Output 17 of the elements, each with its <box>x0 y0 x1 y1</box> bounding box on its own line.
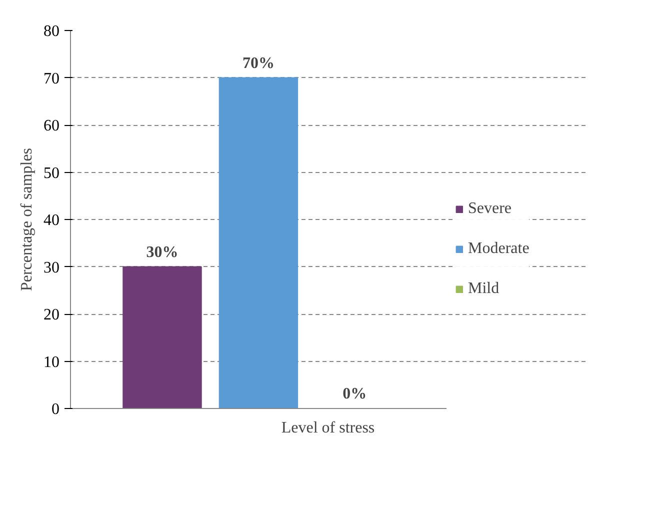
y-tick-label: 0 <box>52 401 60 418</box>
y-tick-label: 60 <box>44 118 60 134</box>
legend-label: Mild <box>468 280 500 298</box>
legend-label: Severe <box>468 200 512 218</box>
data-label: 70% <box>242 54 274 72</box>
legend-label: Moderate <box>468 240 530 258</box>
data-label: 30% <box>146 244 178 261</box>
y-axis-title: Percentage of samples <box>18 148 36 292</box>
data-label: 0% <box>342 386 367 402</box>
y-tick-label: 30 <box>44 259 60 276</box>
y-tick-label: 10 <box>44 354 60 371</box>
x-axis-title: Level of stress <box>281 420 375 436</box>
y-tick-label: 80 <box>44 23 60 40</box>
y-tick-label: 70 <box>44 70 60 88</box>
y-tick-label: 50 <box>44 164 60 182</box>
y-tick-label: 40 <box>44 212 60 229</box>
y-tick-label: 20 <box>44 306 60 324</box>
